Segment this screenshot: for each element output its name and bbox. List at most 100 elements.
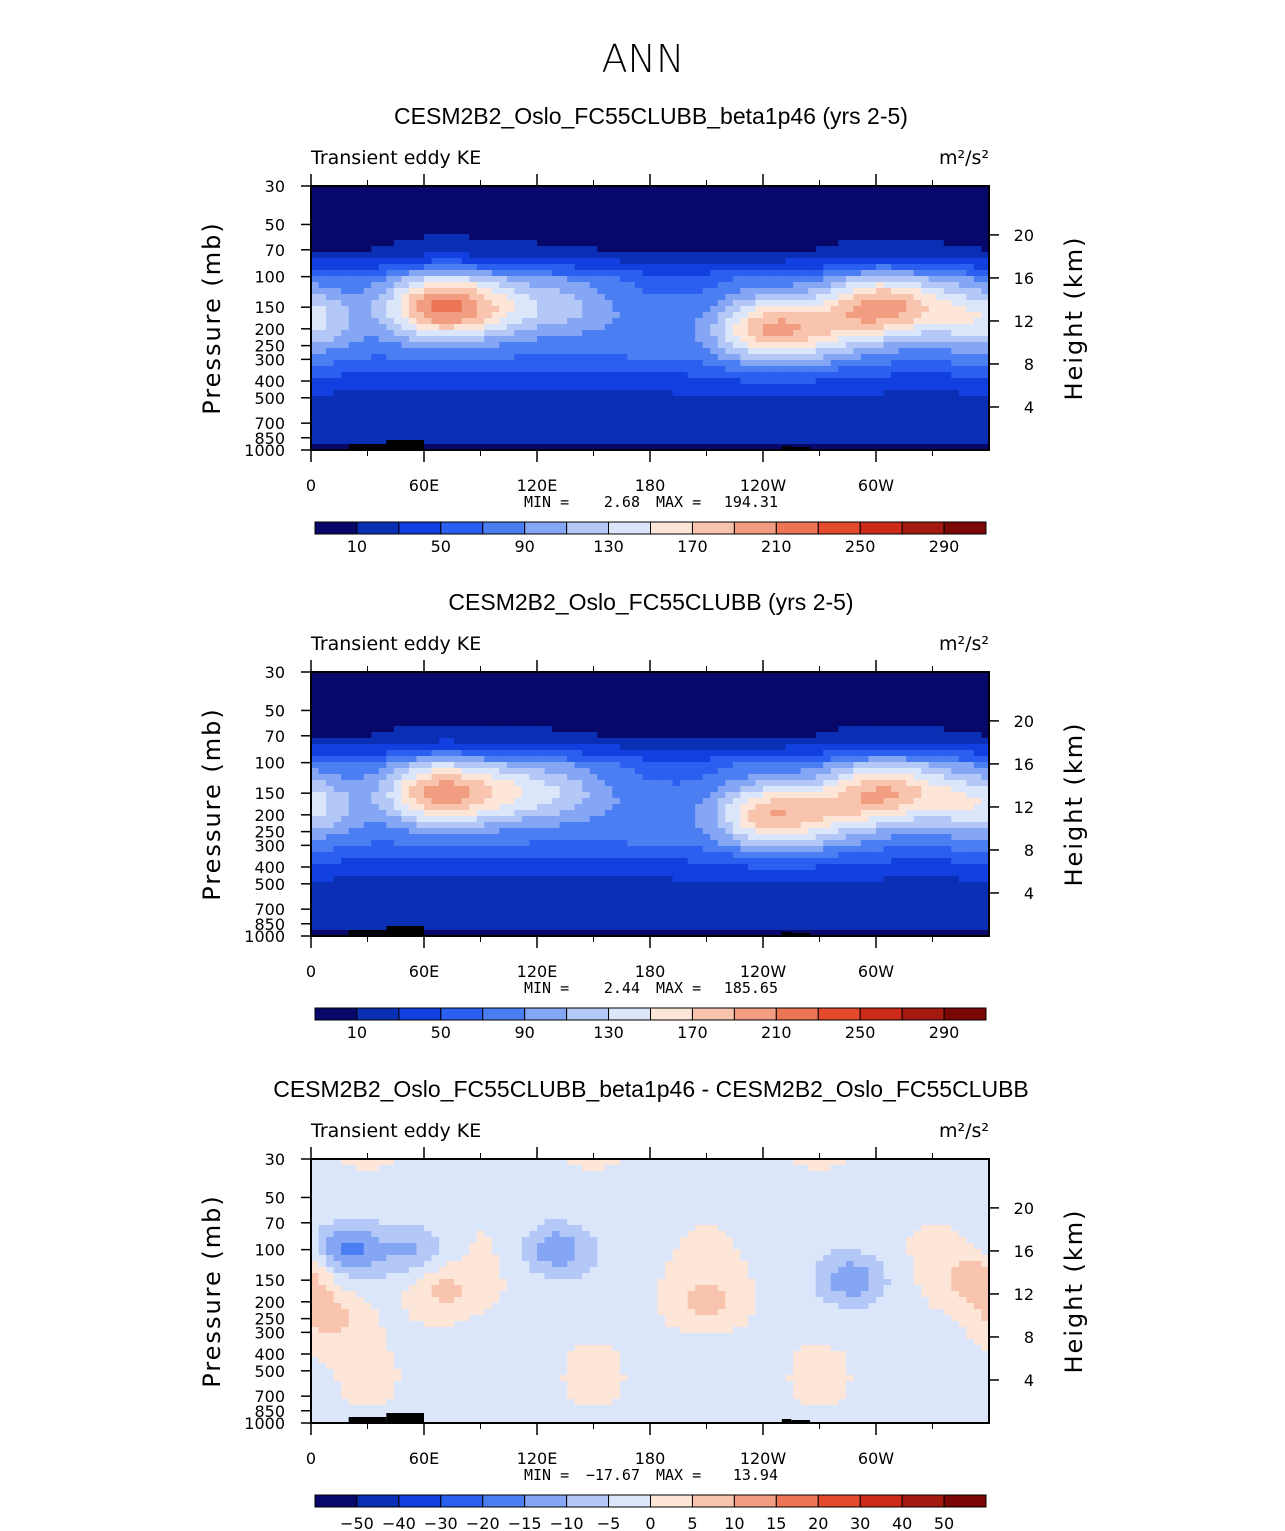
contour-cell <box>604 258 613 265</box>
contour-cell <box>951 696 960 703</box>
contour-cell <box>702 318 711 325</box>
contour-cell <box>778 684 787 691</box>
contour-cell <box>371 240 380 247</box>
contour-cell <box>634 252 644 259</box>
contour-cell <box>876 186 885 193</box>
contour-cell <box>906 414 915 421</box>
contour-cell <box>318 264 327 271</box>
contour-cell <box>386 432 395 439</box>
contour-cell <box>763 354 772 361</box>
contour-cell <box>936 384 945 391</box>
contour-cell <box>763 198 772 205</box>
chart-panel-2: CESM2B2_Oslo_FC55CLUBB (yrs 2-5)Transien… <box>198 589 1088 1042</box>
contour-cell <box>537 414 546 421</box>
contour-cell <box>393 714 402 721</box>
contour-cell <box>860 672 870 679</box>
contour-cell <box>424 324 433 331</box>
contour-cell <box>823 396 832 403</box>
contour-cell <box>717 300 726 307</box>
contour-cell <box>876 726 885 733</box>
contour-cell <box>650 720 659 727</box>
contour-cell <box>958 222 967 229</box>
contour-cell <box>416 384 425 391</box>
contour-cell <box>499 414 508 421</box>
contour-cell <box>318 276 327 283</box>
contour-cell <box>333 282 342 289</box>
contour-cell <box>484 354 493 361</box>
contour-cell <box>506 276 515 283</box>
contour-cell <box>341 702 350 709</box>
contour-cell <box>552 714 561 721</box>
contour-cell <box>499 432 508 439</box>
contour-cell <box>469 678 478 685</box>
contour-cell <box>552 312 561 319</box>
contour-cell <box>589 318 598 325</box>
contour-cell <box>559 294 568 301</box>
contour-cell <box>928 186 937 193</box>
contour-cell <box>408 186 418 193</box>
contour-cell <box>529 306 538 313</box>
contour-cell <box>785 426 794 433</box>
contour-cell <box>567 252 576 259</box>
contour-cell <box>521 396 531 403</box>
contour-cell <box>876 300 885 307</box>
contour-cell <box>589 264 598 271</box>
contour-cell <box>740 708 749 715</box>
contour-cell <box>710 414 719 421</box>
contour-cell <box>763 264 772 271</box>
contour-cell <box>830 306 839 313</box>
contour-cell <box>439 294 448 301</box>
contour-cell <box>506 312 515 319</box>
contour-cell <box>951 684 960 691</box>
contour-cell <box>913 222 922 229</box>
contour-cell <box>981 222 990 229</box>
contour-cell <box>378 384 387 391</box>
contour-cell <box>642 408 651 415</box>
contour-cell <box>680 336 689 343</box>
contour-cell <box>936 210 945 217</box>
contour-cell <box>529 420 538 427</box>
contour-cell <box>567 366 576 373</box>
contour-cell <box>311 192 320 199</box>
contour-cell <box>401 426 410 433</box>
contour-cell <box>808 240 817 247</box>
contour-cell <box>604 300 613 307</box>
contour-cell <box>936 216 945 223</box>
contour-cell <box>552 234 561 241</box>
contour-cell <box>823 240 832 247</box>
contour-cell <box>348 210 357 217</box>
contour-cell <box>710 204 719 211</box>
contour-cell <box>747 288 757 295</box>
contour-cell <box>454 336 463 343</box>
contour-cell <box>416 282 425 289</box>
contour-cell <box>943 408 952 415</box>
contour-cell <box>657 348 666 355</box>
contour-cell <box>634 240 644 247</box>
contour-cell <box>612 396 621 403</box>
contour-cell <box>906 210 915 217</box>
contour-cell <box>966 444 975 451</box>
contour-cell <box>695 234 704 241</box>
contour-cell <box>401 204 410 211</box>
contour-cell <box>921 288 930 295</box>
contour-cell <box>454 672 463 679</box>
contour-cell <box>484 402 493 409</box>
contour-cell <box>800 396 809 403</box>
contour-cell <box>695 714 704 721</box>
contour-cell <box>514 210 523 217</box>
contour-cell <box>567 222 576 229</box>
contour-cell <box>815 414 824 421</box>
contour-cell <box>981 438 990 445</box>
contour-cell <box>702 696 711 703</box>
contour-cell <box>567 336 576 343</box>
contour-cell <box>838 384 847 391</box>
contour-cell <box>906 198 915 205</box>
contour-cell <box>491 318 500 325</box>
contour-cell <box>732 282 741 289</box>
contour-cell <box>567 270 576 277</box>
contour-cell <box>913 336 922 343</box>
contour-cell <box>612 390 621 397</box>
contour-cell <box>408 684 418 691</box>
contour-cell <box>521 420 531 427</box>
contour-cell <box>499 438 508 445</box>
